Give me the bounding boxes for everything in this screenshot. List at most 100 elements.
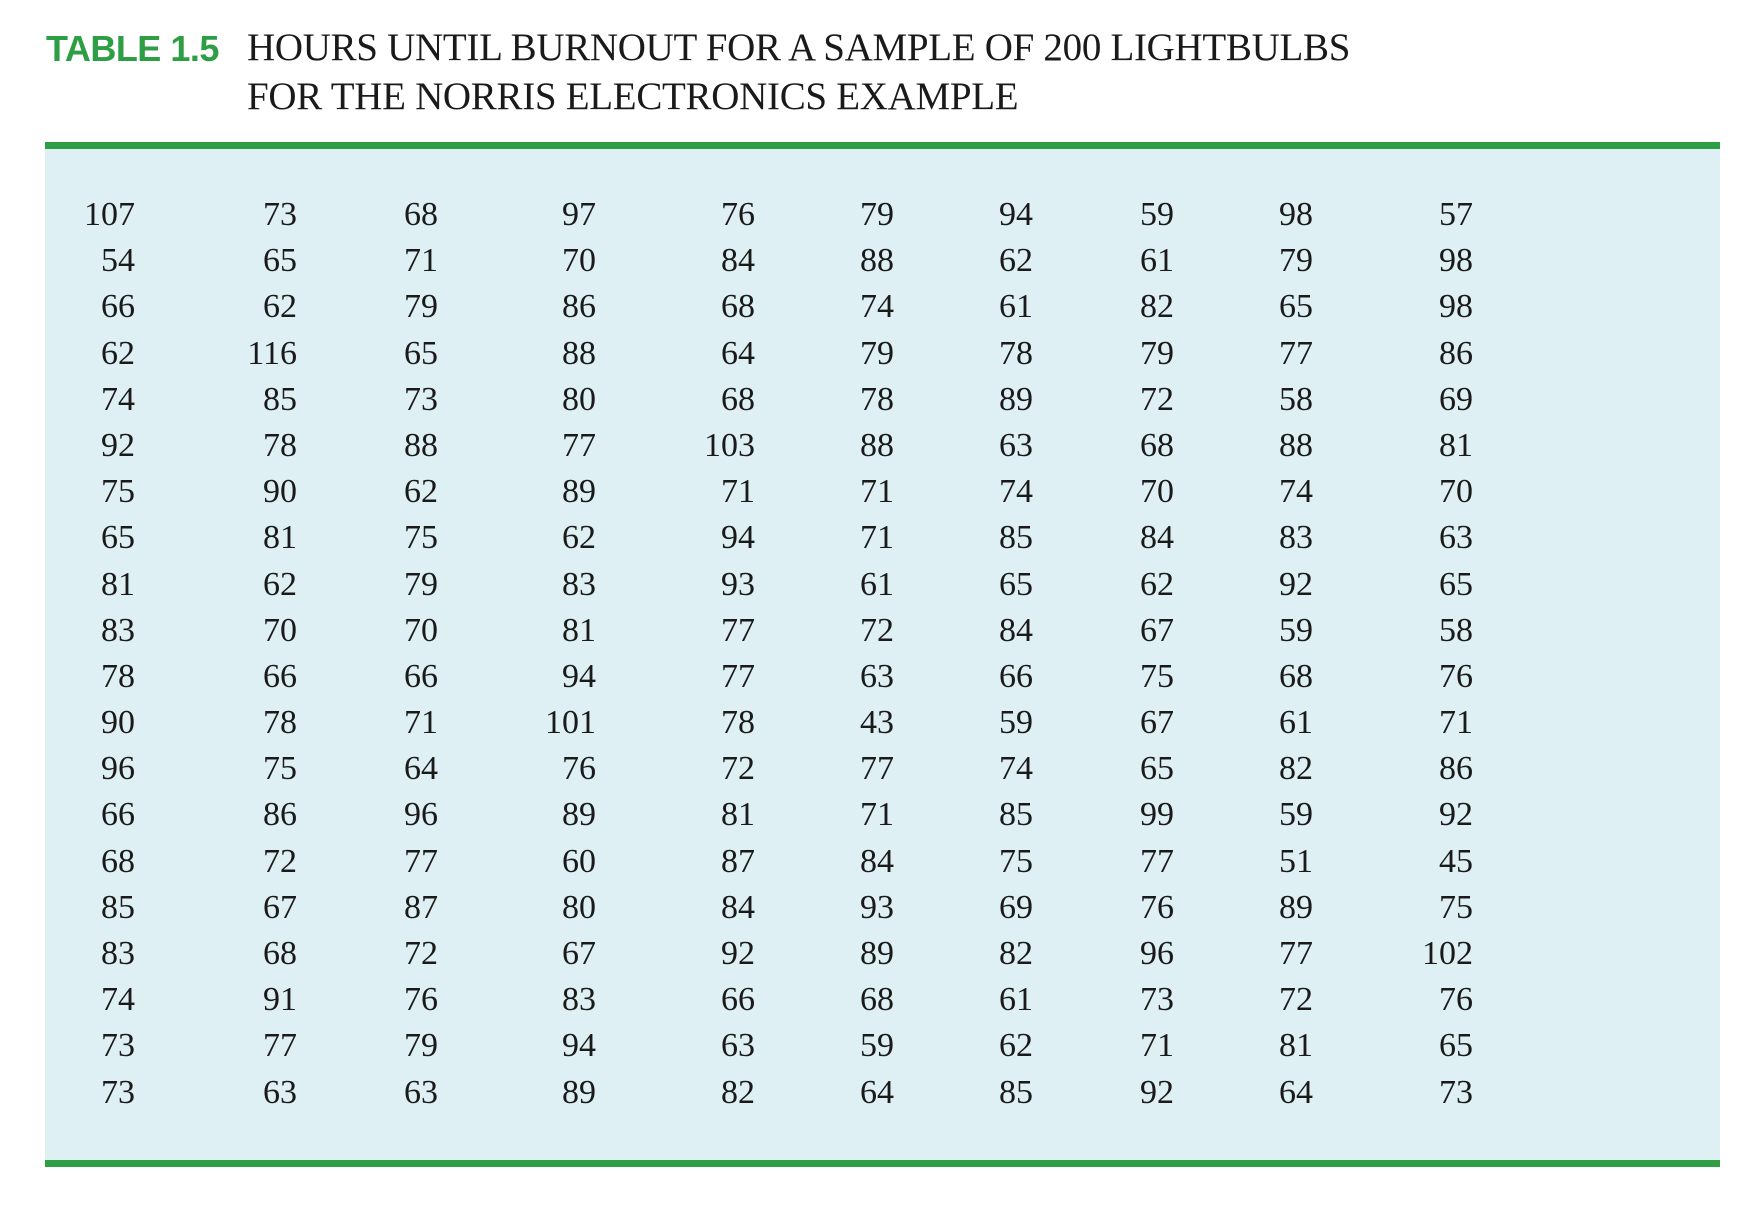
table-cell: 72 <box>860 611 894 649</box>
table-cell: 68 <box>721 380 755 418</box>
table-cell: 73 <box>101 1073 135 1111</box>
table-cell: 62 <box>101 334 135 372</box>
table-cell: 81 <box>101 565 135 603</box>
table-cell: 85 <box>999 1073 1033 1111</box>
table-cell: 67 <box>562 935 596 972</box>
table-cell: 83 <box>562 565 596 603</box>
table-cell: 92 <box>1279 565 1313 603</box>
table-cell: 67 <box>1140 611 1174 649</box>
table-cell: 71 <box>860 473 894 511</box>
table-cell: 71 <box>1140 1027 1174 1065</box>
table-cell: 63 <box>721 1027 755 1065</box>
table-cell: 79 <box>404 565 438 603</box>
table-cell: 45 <box>1439 842 1473 880</box>
table-row: 74 91 76 83 66 68 61 73 72 76 <box>45 977 1720 1023</box>
table-cell: 76 <box>562 750 596 788</box>
table-cell: 77 <box>1140 842 1174 880</box>
table-cell: 77 <box>860 750 894 788</box>
table-cell: 82 <box>1279 750 1313 788</box>
table-cell: 92 <box>1140 1073 1174 1111</box>
table-cell: 65 <box>1279 288 1313 326</box>
table-cell: 61 <box>999 981 1033 1019</box>
table-cell: 88 <box>1279 426 1313 464</box>
table-cell: 70 <box>562 242 596 280</box>
table-cell: 66 <box>263 657 297 695</box>
table-cell: 86 <box>562 288 596 326</box>
table-cell: 73 <box>263 196 297 233</box>
table-cell: 68 <box>1140 426 1174 464</box>
table-cell: 82 <box>1140 288 1174 326</box>
table-cell: 79 <box>860 196 894 233</box>
table-cell: 79 <box>404 288 438 326</box>
table-title-line-2: FOR THE NORRIS ELECTRONICS EXAMPLE <box>247 75 1019 118</box>
table-cell: 75 <box>999 842 1033 880</box>
table-cell: 98 <box>1439 242 1473 280</box>
table-cell: 63 <box>1439 519 1473 557</box>
table-row: 68 72 77 60 87 84 75 77 51 45 <box>45 839 1720 885</box>
table-cell: 86 <box>1439 750 1473 788</box>
table-cell: 89 <box>999 380 1033 418</box>
table-cell: 62 <box>999 1027 1033 1065</box>
table-cell: 76 <box>721 196 755 233</box>
table-cell: 74 <box>101 981 135 1019</box>
table-cell: 83 <box>101 935 135 972</box>
table-cell: 63 <box>263 1073 297 1111</box>
table-cell: 65 <box>101 519 135 557</box>
table-cell: 81 <box>1439 426 1473 464</box>
table-cell: 96 <box>404 796 438 834</box>
table-cell: 94 <box>721 519 755 557</box>
table-cell: 94 <box>562 657 596 695</box>
table-cell: 83 <box>101 611 135 649</box>
table-cell: 74 <box>999 473 1033 511</box>
table-cell: 79 <box>1279 242 1313 280</box>
table-cell: 71 <box>860 519 894 557</box>
table-cell: 61 <box>999 288 1033 326</box>
table-cell: 75 <box>263 750 297 788</box>
table-cell: 85 <box>999 519 1033 557</box>
table-cell: 43 <box>860 704 894 742</box>
table-cell: 59 <box>860 1027 894 1065</box>
table-cell: 71 <box>721 473 755 511</box>
table-cell: 68 <box>860 981 894 1019</box>
table-cell: 81 <box>721 796 755 834</box>
table-row: 78 66 66 94 77 63 66 75 68 76 <box>45 654 1720 700</box>
table-cell: 79 <box>860 334 894 372</box>
table-cell: 70 <box>1439 473 1473 511</box>
table-cell: 84 <box>860 842 894 880</box>
table-row: 96 75 64 76 72 77 74 65 82 86 <box>45 746 1720 792</box>
table-cell: 85 <box>263 380 297 418</box>
table-row: 66 86 96 89 81 71 85 99 59 92 <box>45 792 1720 838</box>
table-cell: 74 <box>101 380 135 418</box>
table-cell: 62 <box>263 565 297 603</box>
table-cell: 77 <box>721 657 755 695</box>
table-cell: 81 <box>1279 1027 1313 1065</box>
table-cell: 57 <box>1439 196 1473 233</box>
table-cell: 54 <box>101 242 135 280</box>
table-cell: 62 <box>1140 565 1174 603</box>
table-cell: 71 <box>1439 704 1473 742</box>
table-cell: 76 <box>1439 657 1473 695</box>
bottom-rule <box>45 1160 1720 1167</box>
table-cell: 61 <box>1140 242 1174 280</box>
table-cell: 94 <box>999 196 1033 233</box>
table-cell: 69 <box>1439 380 1473 418</box>
table-cell: 85 <box>101 888 135 926</box>
table-cell: 77 <box>562 426 596 464</box>
table-cell: 66 <box>404 657 438 695</box>
table-cell: 72 <box>263 842 297 880</box>
table-cell: 88 <box>860 242 894 280</box>
table-cell: 94 <box>562 1027 596 1065</box>
table-cell: 66 <box>999 657 1033 695</box>
table-row: 73 77 79 94 63 59 62 71 81 65 <box>45 1023 1720 1069</box>
table-cell: 107 <box>84 196 135 233</box>
table-cell: 74 <box>999 750 1033 788</box>
table-cell: 96 <box>1140 935 1174 972</box>
table-cell: 84 <box>721 242 755 280</box>
table-cell: 72 <box>1279 981 1313 1019</box>
table-cell: 65 <box>1140 750 1174 788</box>
table-cell: 78 <box>263 704 297 742</box>
table-cell: 72 <box>721 750 755 788</box>
table-cell: 70 <box>404 611 438 649</box>
table-cell: 58 <box>1439 611 1473 649</box>
table-cell: 70 <box>263 611 297 649</box>
